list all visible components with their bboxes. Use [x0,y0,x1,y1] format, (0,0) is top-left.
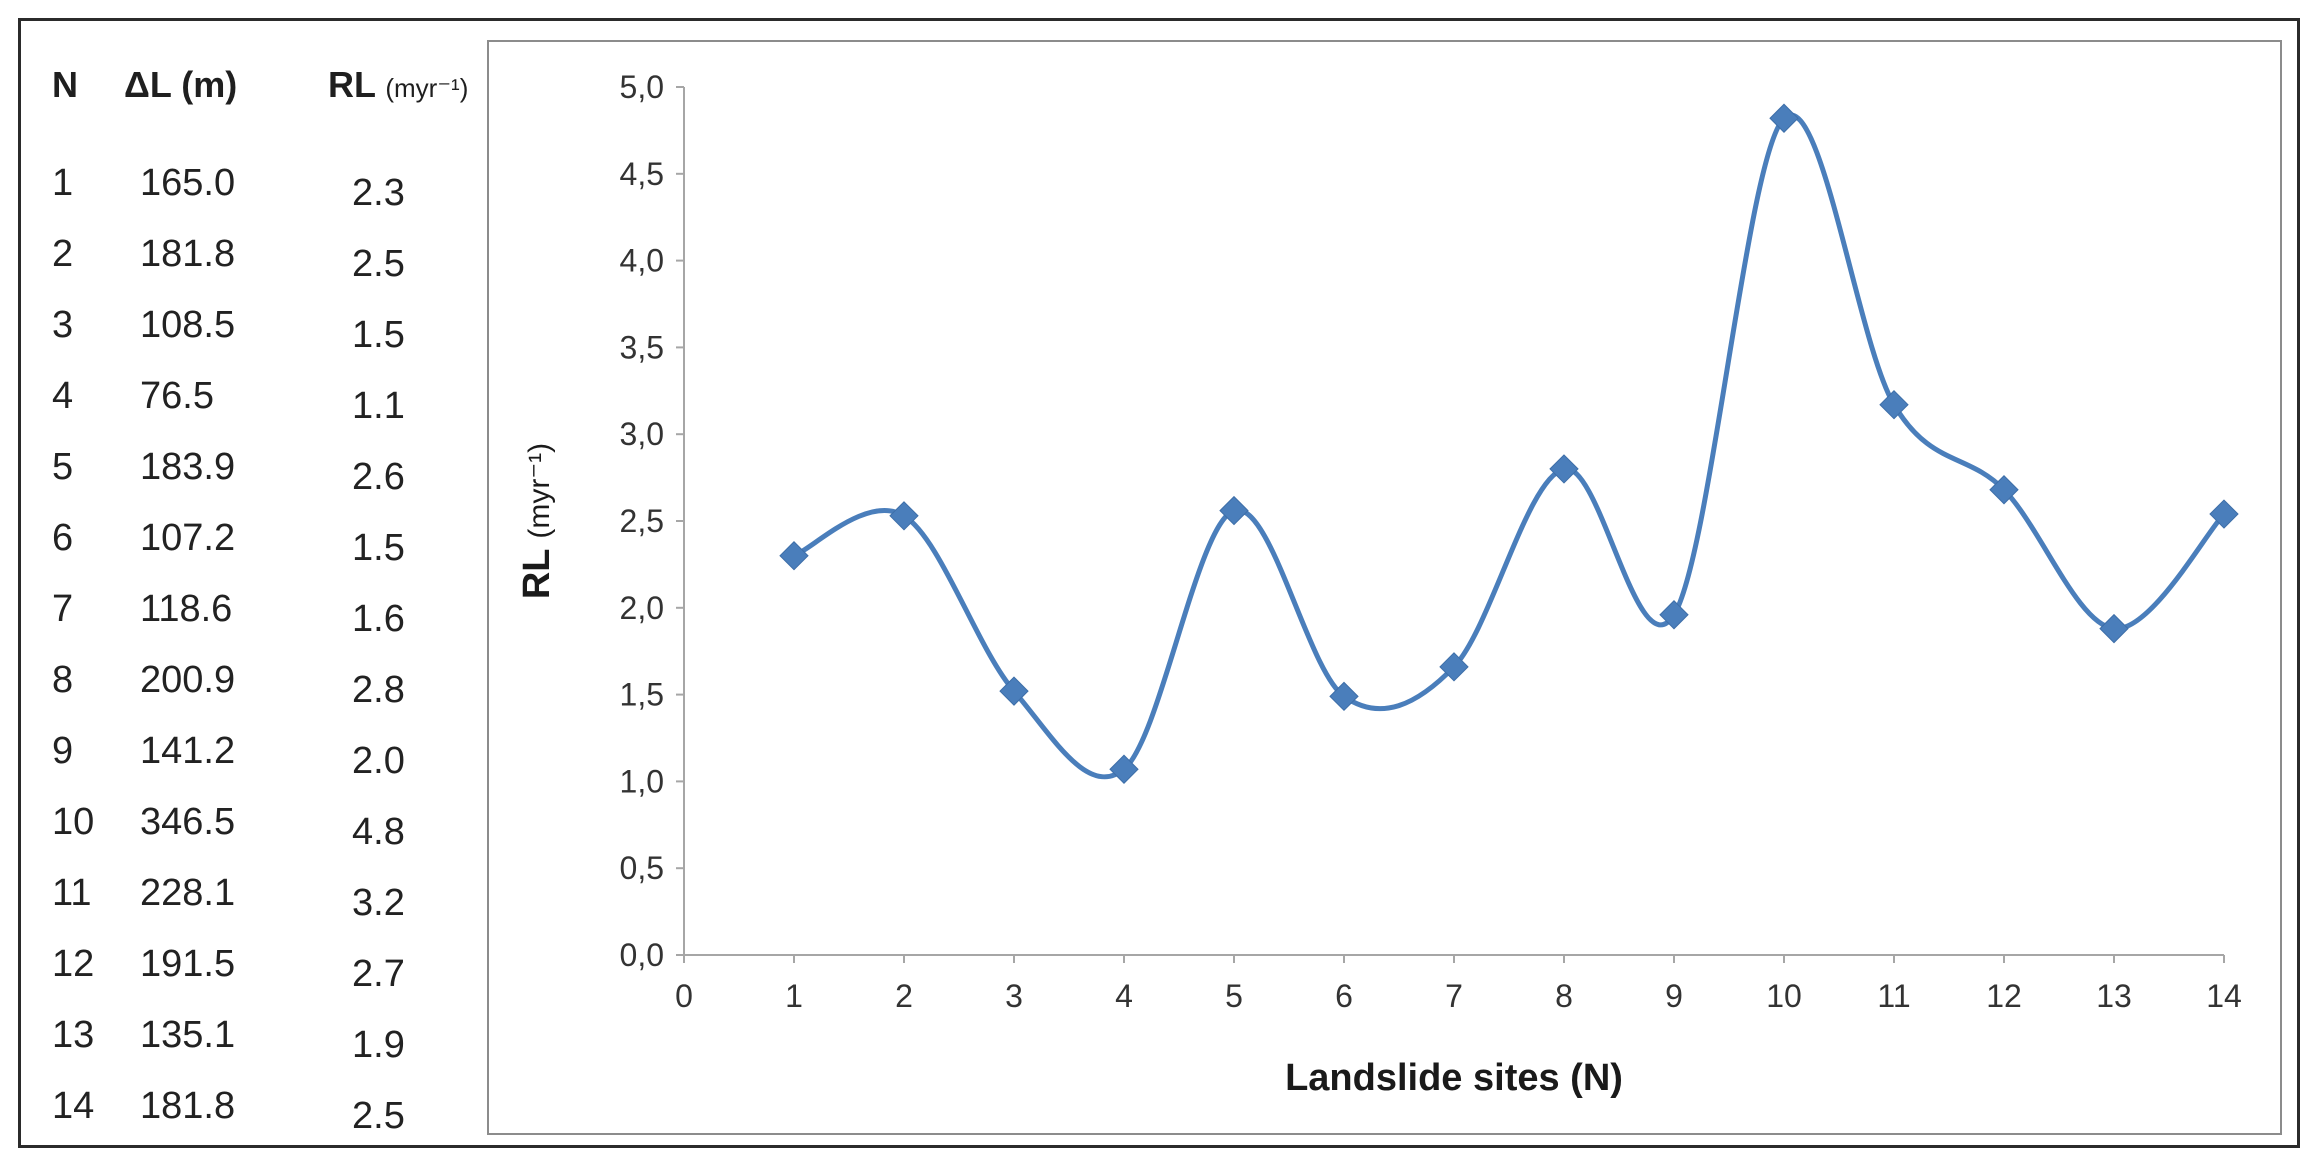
table-cell-dl: 181.8 [140,233,236,275]
y-tick-label: 4,0 [620,243,664,279]
data-point-marker [1989,475,2019,505]
table-cell-dl: 346.5 [140,801,236,843]
table-cell-dl: 107.2 [140,517,236,559]
data-point-marker [1439,652,1469,682]
table-cell-rl: 2.5 [352,243,405,285]
data-point-marker [1549,454,1579,484]
table-cell-n: 7 [52,588,74,630]
x-tick-label: 10 [1766,978,1802,1014]
y-tick-label: 3,5 [620,329,664,365]
table-cell-rl: 1.5 [352,527,405,569]
data-point-marker [2099,613,2129,644]
data-table: N ΔL (m) RL (myr⁻¹) 1 165.0 2.3 2 181.8 2.5 3 108.… [40,50,480,1137]
table-cell-rl: 4.8 [352,811,405,853]
table-cell-dl: 76.5 [140,375,214,417]
table-cell-dl: 108.5 [140,304,236,346]
data-point-marker [1329,681,1359,712]
table-cell-rl: 2.8 [352,669,405,711]
table-cell-rl: 2.3 [352,172,405,214]
y-tick-label: 2,0 [620,590,664,626]
table-cell-dl: 200.9 [140,659,236,701]
table-cell-rl: 1.5 [352,314,405,356]
y-axis-title-unit: (myr⁻¹) [523,443,556,539]
table-cell-rl: 2.7 [352,953,405,995]
x-tick-label: 11 [1877,978,1910,1014]
table-cell-dl: 181.8 [140,1085,236,1127]
table-cell-rl: 2.0 [352,740,405,782]
y-axis-title-label: RL [516,539,558,600]
table-cell-dl: 118.6 [140,588,233,630]
x-tick-label: 5 [1225,978,1243,1014]
data-point-marker [2209,499,2239,529]
x-tick-label: 14 [2206,978,2242,1014]
header-n: N [52,64,78,105]
table-cell-dl: 183.9 [140,446,236,488]
header-rl: RL (myr⁻¹) [328,64,468,106]
x-tick-label: 4 [1115,978,1133,1014]
y-tick-label: 3,0 [620,416,664,452]
table-cell-rl: 1.1 [352,385,405,427]
table-cell-dl: 141.2 [140,730,236,772]
x-tick-label: 1 [785,978,803,1014]
table-cell-n: 2 [52,233,74,275]
x-axis-title: Landslide sites (N) [1285,1057,1623,1099]
x-tick-label: 2 [895,978,913,1014]
chart-frame: 0,0 0,5 1,0 1,5 2,0 2,5 3,0 3,5 4,0 4,5 5,0 0 1 2 3 4 5 6… [487,40,2282,1135]
table-cell-rl: 2.5 [352,1095,405,1137]
table-cell-n: 14 [52,1085,95,1127]
y-tick-label: 2,5 [620,503,664,539]
y-tick-label: 1,5 [620,677,664,713]
data-point-marker [1659,600,1689,630]
table-cell-rl: 1.6 [352,598,405,640]
y-axis-title: RL (myr⁻¹) [516,443,558,599]
table-cell-dl: 165.0 [140,162,236,204]
table-cell-dl: 135.1 [140,1014,236,1056]
line-chart: 0,00,51,01,52,02,53,03,54,04,55,00 1 2 3 4 5 6… [516,69,2242,1099]
table-cell-dl: 191.5 [140,943,236,985]
header-rl-unit: (myr⁻¹) [385,73,469,103]
series-line [792,112,2226,780]
table-cell-n: 1 [52,162,74,204]
table-cell-rl: 2.6 [352,456,405,498]
table-cell-rl: 3.2 [352,882,405,924]
table-cell-n: 8 [52,659,74,701]
table-cell-dl: 228.1 [140,872,236,914]
data-point-marker [779,541,809,571]
table-cell-n: 6 [52,517,74,559]
data-point-marker [1109,754,1139,784]
table-cell-n: 12 [52,943,95,985]
y-tick-label: 1,0 [620,763,664,799]
header-dl: ΔL (m) [124,64,238,105]
table-cell-n: 9 [52,730,74,772]
header-rl-label: RL [328,64,386,105]
y-tick-label: 0,5 [620,850,664,886]
y-tick-label: 5,0 [620,69,664,105]
data-point-marker [1879,389,1909,420]
table-cell-n: 3 [52,304,74,346]
data-point-marker [889,501,919,531]
y-tick-label: 4,5 [620,156,664,192]
x-tick-label: 3 [1005,978,1023,1014]
table-cell-rl: 1.9 [352,1024,405,1066]
data-point-marker [1219,495,1249,526]
x-tick-label: 12 [1986,978,2022,1014]
table-cell-n: 10 [52,801,95,843]
x-tick-label: 8 [1555,978,1573,1014]
y-tick-label: 0,0 [620,937,664,973]
data-point-marker [999,676,1029,706]
data-point-marker [1769,103,1799,133]
x-tick-label: 0 [675,978,693,1014]
table-cell-n: 13 [52,1014,95,1056]
table-cell-n: 5 [52,446,74,488]
table-cell-n: 4 [52,375,74,417]
x-tick-label: 13 [2096,978,2132,1014]
x-tick-label: 7 [1445,978,1463,1014]
x-tick-label: 6 [1335,978,1353,1014]
figure-frame [18,18,2300,1148]
x-tick-label: 9 [1665,978,1683,1014]
table-cell-n: 11 [52,872,92,914]
